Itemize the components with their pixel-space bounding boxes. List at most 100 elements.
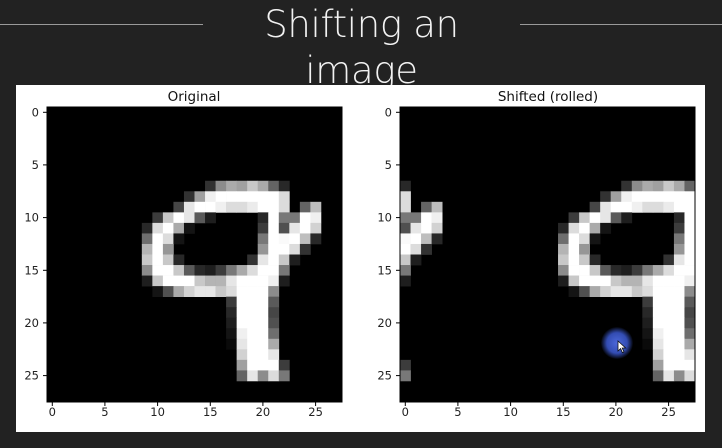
pixel <box>642 328 653 339</box>
pixel <box>247 181 258 192</box>
slide-title: Shifting an image <box>203 2 520 48</box>
pixel <box>205 202 216 213</box>
pixel <box>400 265 411 276</box>
pixel <box>674 223 685 234</box>
pixel <box>674 265 685 276</box>
pixel <box>163 255 174 266</box>
pixel <box>674 255 685 266</box>
pixel <box>279 233 290 244</box>
pixel <box>663 370 674 381</box>
pixel <box>268 276 279 287</box>
pixel <box>684 255 695 266</box>
pixel <box>632 181 643 192</box>
x-tick-label: 15 <box>556 405 571 419</box>
pixel <box>163 276 174 287</box>
pixel <box>674 328 685 339</box>
pixel <box>163 244 174 255</box>
pixel <box>400 202 411 213</box>
y-tick-label: 5 <box>32 158 39 172</box>
pixel <box>268 244 279 255</box>
pixel <box>237 307 248 318</box>
pixel <box>653 276 664 287</box>
pixel <box>173 276 184 287</box>
pixel <box>684 349 695 360</box>
figure-canvas: Original 0 5 10 15 20 25 0 5 <box>16 85 705 432</box>
pixel <box>258 318 269 329</box>
pixel <box>268 307 279 318</box>
pixel <box>569 244 580 255</box>
pixel <box>247 349 258 360</box>
pixel <box>142 265 153 276</box>
pixel <box>258 307 269 318</box>
image-background <box>400 107 695 402</box>
pixel <box>411 212 422 223</box>
pixel <box>684 360 695 371</box>
pixel <box>663 202 674 213</box>
pixel <box>621 265 632 276</box>
pixel <box>184 276 195 287</box>
pixel <box>558 233 569 244</box>
pixel <box>400 360 411 371</box>
pixel <box>142 233 153 244</box>
pixel <box>237 360 248 371</box>
pixel <box>400 370 411 381</box>
pixel <box>684 223 695 234</box>
pixel <box>237 328 248 339</box>
pixel <box>400 223 411 234</box>
panel-shifted: Shifted (rolled) 0 5 10 15 20 25 0 <box>377 89 695 419</box>
pixel <box>558 244 569 255</box>
pixel <box>258 212 269 223</box>
pixel <box>411 255 422 266</box>
y-tick-label: 10 <box>24 211 39 225</box>
pixel <box>279 223 290 234</box>
pixel <box>569 212 580 223</box>
x-tick-label: 5 <box>101 405 108 419</box>
pixel <box>195 286 206 297</box>
pixel <box>674 286 685 297</box>
pixel <box>674 307 685 318</box>
pixel <box>152 276 163 287</box>
y-tick-label: 15 <box>377 263 392 277</box>
pixel <box>663 286 674 297</box>
panel-title-original: Original <box>168 89 221 105</box>
pixel <box>558 265 569 276</box>
pixel <box>142 223 153 234</box>
pixel <box>247 328 258 339</box>
pixel <box>258 255 269 266</box>
pixel <box>173 212 184 223</box>
pixel <box>237 370 248 381</box>
pixel <box>632 265 643 276</box>
pixel <box>663 360 674 371</box>
pixel <box>663 265 674 276</box>
pixel <box>289 244 300 255</box>
pixel <box>611 202 622 213</box>
pixel <box>684 370 695 381</box>
pixel <box>653 318 664 329</box>
pixel <box>258 349 269 360</box>
pixel <box>632 191 643 202</box>
pixel <box>195 202 206 213</box>
pixel <box>237 349 248 360</box>
pixel <box>432 202 443 213</box>
pixel <box>684 276 695 287</box>
pixel <box>432 212 443 223</box>
pixel <box>674 318 685 329</box>
pixel <box>195 212 206 223</box>
pixel <box>226 297 237 308</box>
pixel <box>663 276 674 287</box>
pixel <box>237 286 248 297</box>
pixel <box>268 212 279 223</box>
pixel <box>268 318 279 329</box>
pixel <box>226 286 237 297</box>
pixel <box>205 181 216 192</box>
pixel <box>226 265 237 276</box>
image-shifted <box>400 107 695 402</box>
pixel <box>237 191 248 202</box>
pixel <box>152 265 163 276</box>
pixel <box>205 212 216 223</box>
pixel <box>653 265 664 276</box>
title-rule-left <box>0 24 203 25</box>
pixel <box>642 307 653 318</box>
pixel <box>279 276 290 287</box>
pixel <box>674 212 685 223</box>
